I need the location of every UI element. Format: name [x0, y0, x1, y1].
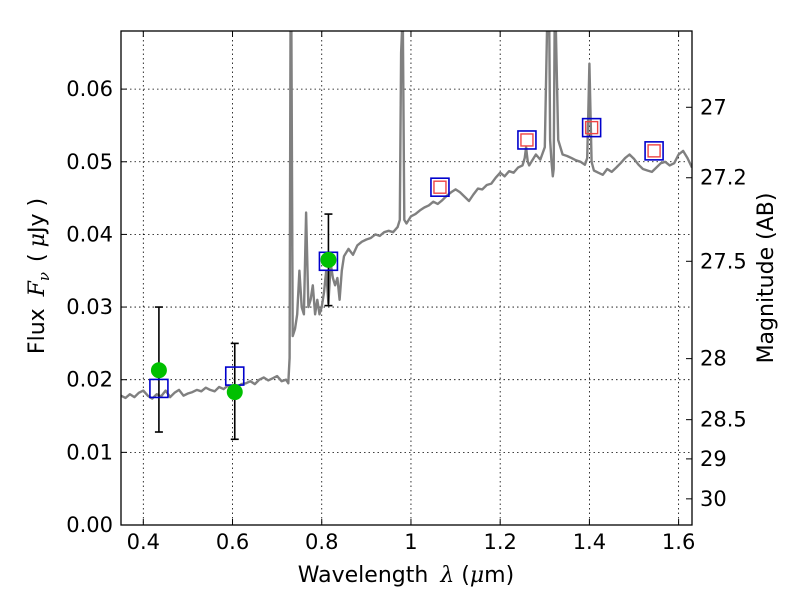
y2-tick-label: 27	[700, 95, 727, 119]
band-model-square	[644, 141, 664, 161]
grid-lines	[121, 31, 692, 526]
x-tick-label: 1.6	[662, 530, 695, 554]
sed-model-line	[121, 31, 692, 400]
x-axis-label: Wavelength λ (μm)	[298, 563, 514, 588]
predicted-square	[520, 133, 534, 147]
y-tick-label: 0.05	[66, 150, 113, 174]
y2-tick-label: 30	[700, 487, 727, 511]
band-model-square	[149, 378, 169, 399]
plot-frame	[120, 30, 693, 526]
predicted-square	[433, 180, 447, 194]
band-model-square	[581, 117, 602, 138]
y2-axis-label: Magnitude (AB)	[754, 193, 779, 364]
predicted-square	[647, 144, 661, 158]
y-tick-label: 0.06	[66, 77, 113, 101]
y2-tick-label: 27.5	[700, 249, 747, 273]
y-tick-label: 0.01	[66, 440, 113, 464]
observed-point	[226, 384, 243, 401]
x-tick-label: 0.4	[127, 530, 160, 554]
predicted-square	[584, 120, 599, 135]
y2-tick-label: 27.2	[700, 166, 747, 190]
y-tick-label: 0.02	[66, 368, 113, 392]
x-tick-label: 0.8	[305, 530, 338, 554]
x-tick-label: 1	[404, 530, 417, 554]
y-tick-label: 0.03	[66, 295, 113, 319]
observed-point	[320, 251, 337, 268]
x-tick-label: 1.4	[573, 530, 606, 554]
x-tick-label: 1.2	[483, 530, 516, 554]
plot-area	[121, 31, 692, 441]
y2-tick-label: 28	[700, 347, 727, 371]
y2-tick-label: 28.5	[700, 408, 747, 432]
x-tick-label: 0.6	[216, 530, 249, 554]
y2-tick-label: 29	[700, 447, 727, 471]
axis-ticks: 0.4 0.6 0.8 1 1.2 1.4 1.6 0.00 0.01 0.02 0.03 0.04 0…	[66, 31, 747, 554]
y-tick-label: 0.04	[66, 222, 113, 246]
observed-point	[150, 362, 167, 379]
y-axis-label: FluxFν(μJy )	[25, 198, 53, 354]
band-model-square	[430, 177, 450, 197]
y-tick-label: 0.00	[66, 513, 113, 537]
band-model-square	[517, 130, 537, 150]
